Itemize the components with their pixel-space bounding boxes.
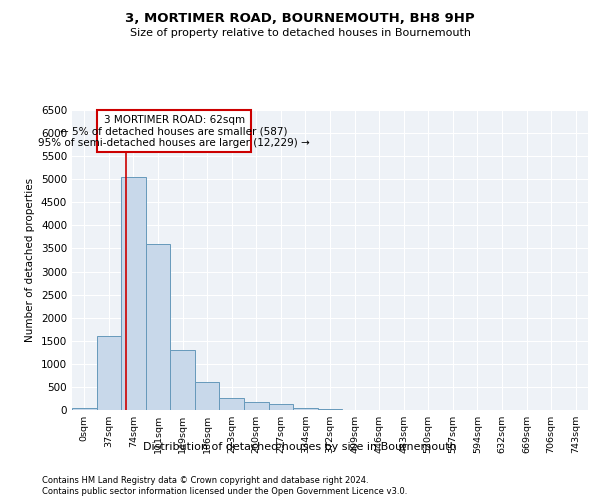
Text: 3, MORTIMER ROAD, BOURNEMOUTH, BH8 9HP: 3, MORTIMER ROAD, BOURNEMOUTH, BH8 9HP (125, 12, 475, 26)
Text: 3 MORTIMER ROAD: 62sqm: 3 MORTIMER ROAD: 62sqm (104, 116, 245, 126)
Text: 95% of semi-detached houses are larger (12,229) →: 95% of semi-detached houses are larger (… (38, 138, 310, 148)
Bar (72, 408, 97, 410)
Text: Contains HM Land Registry data © Crown copyright and database right 2024.: Contains HM Land Registry data © Crown c… (42, 476, 368, 485)
Bar (97, 336, 121, 410)
Y-axis label: Number of detached properties: Number of detached properties (25, 178, 35, 342)
Bar (121, 177, 146, 410)
Bar (293, 408, 318, 410)
Bar (269, 404, 293, 410)
Bar (318, 409, 342, 410)
FancyBboxPatch shape (97, 110, 251, 152)
Bar (195, 382, 220, 410)
Bar (244, 402, 269, 410)
Bar (170, 350, 195, 410)
Text: ← 5% of detached houses are smaller (587): ← 5% of detached houses are smaller (587… (61, 126, 288, 136)
Bar (220, 398, 244, 410)
Text: Distribution of detached houses by size in Bournemouth: Distribution of detached houses by size … (143, 442, 457, 452)
Text: Size of property relative to detached houses in Bournemouth: Size of property relative to detached ho… (130, 28, 470, 38)
Text: Contains public sector information licensed under the Open Government Licence v3: Contains public sector information licen… (42, 488, 407, 496)
Bar (146, 244, 170, 410)
